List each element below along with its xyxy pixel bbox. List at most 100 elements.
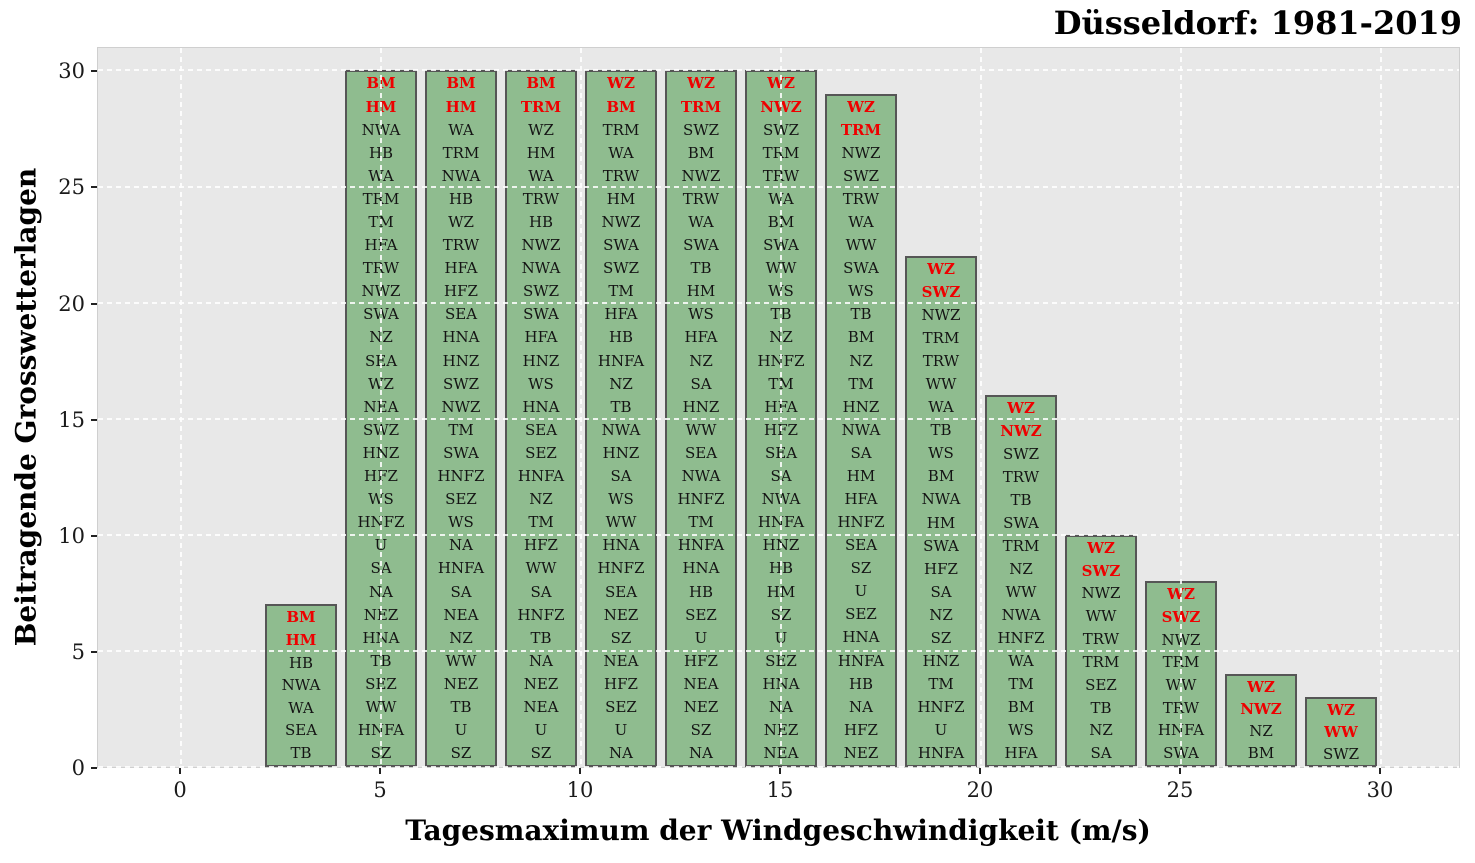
bar-label: SEZ — [605, 697, 637, 716]
bar-label: BM — [687, 143, 715, 162]
bar-label: HM — [526, 143, 556, 162]
bar-label: TRM — [602, 120, 640, 139]
bar-label: BM — [847, 328, 875, 347]
bar-label: WA — [288, 698, 314, 717]
bar-label-highlighted: WZ — [687, 74, 715, 93]
x-tick-mark — [579, 768, 581, 774]
bar-label: HNFA — [437, 559, 485, 578]
bar-label: HFZ — [524, 536, 558, 555]
y-tick-label: 20 — [58, 291, 85, 316]
bar-label: HNFZ — [437, 467, 485, 486]
bar-label: SWA — [523, 305, 559, 324]
gridline-vertical — [780, 48, 782, 767]
bar-label: SWA — [923, 536, 959, 555]
bar-label: HB — [608, 328, 634, 347]
gridline-horizontal — [98, 417, 1459, 420]
bar-label: HNFZ — [677, 490, 725, 509]
y-tick-mark — [91, 418, 97, 421]
bar-label: SEA — [844, 536, 878, 555]
bar-label: TRW — [602, 166, 640, 185]
bar-label: WW — [525, 559, 557, 578]
bar-label: U — [534, 721, 548, 740]
y-tick-label: 0 — [71, 756, 85, 780]
bar-label: NEZ — [443, 674, 479, 693]
bar-label: TM — [848, 374, 874, 393]
gridline-vertical — [1380, 48, 1382, 767]
bar-label: NWZ — [921, 306, 961, 325]
bar-label: WW — [1085, 607, 1117, 626]
bar-label: HFZ — [924, 559, 958, 578]
bar-label: HB — [848, 674, 874, 693]
bar-label: NZ — [529, 490, 553, 509]
bar-label: U — [694, 628, 708, 647]
bar-label-highlighted: WZ — [1087, 538, 1115, 557]
bar-label: TRW — [922, 352, 960, 371]
bar-label: SA — [450, 582, 472, 601]
bar-label: SEA — [444, 305, 478, 324]
x-tick-label: 5 — [373, 778, 387, 802]
bar-label: NWA — [281, 676, 321, 695]
bar-label: NA — [609, 744, 633, 763]
x-tick-label: 15 — [766, 778, 794, 802]
gridline-horizontal — [98, 185, 1459, 188]
bar-label-highlighted: BM — [606, 97, 636, 116]
bar-label: TRW — [442, 236, 480, 255]
bar-label: HFA — [524, 328, 558, 347]
bar-label: SZ — [850, 559, 872, 578]
bar-label: WS — [1008, 721, 1034, 740]
bar-label: SZ — [530, 744, 552, 763]
bar-label: WZ — [448, 213, 474, 231]
bar-label: TM — [1008, 675, 1034, 694]
bar-label: SWZ — [442, 374, 480, 393]
bar-label: TRW — [1002, 468, 1040, 487]
bar-label: TB — [290, 744, 312, 763]
bar-label: SEA — [604, 582, 638, 601]
y-tick-mark — [91, 186, 97, 189]
bar-label: HNZ — [522, 351, 560, 370]
bar: WZ WW SWZ — [1305, 697, 1377, 767]
bar-label-highlighted: TRM — [840, 120, 882, 139]
bar-label-highlighted: WZ — [607, 74, 635, 93]
bar-label: TRW — [842, 189, 880, 208]
gridline-horizontal — [98, 649, 1459, 652]
bar-label: TB — [1090, 698, 1112, 717]
bar-label: HNZ — [682, 397, 720, 416]
bar-label: HNFZ — [517, 605, 565, 624]
bar-label: SWZ — [842, 166, 880, 185]
bar-label: SEZ — [845, 605, 877, 624]
bar-label: HNA — [842, 628, 880, 647]
bar-label-highlighted: WZ — [1247, 677, 1275, 696]
bar-label: NZ — [689, 351, 713, 370]
bar-label: U — [854, 582, 868, 601]
bar-label: BM — [927, 467, 955, 486]
bar-label: WZ — [528, 120, 554, 139]
bar-label: NA — [849, 697, 873, 716]
bar: BM HM HB NWA WA SEA TB — [265, 604, 337, 767]
bar-label: TM — [608, 282, 634, 301]
bar-label: NEZ — [603, 605, 639, 624]
bar-label: SA — [930, 582, 952, 601]
bar-label: TB — [610, 397, 632, 416]
bar-label: HNA — [682, 559, 720, 578]
bar-label: SZ — [450, 744, 472, 763]
bar-label: NEZ — [523, 674, 559, 693]
bar-label: SA — [850, 443, 872, 462]
bar-label: HNA — [602, 536, 640, 555]
gridline-vertical — [980, 48, 982, 767]
bar-label-highlighted: WZ — [1327, 700, 1355, 719]
bar-label: NEA — [523, 697, 559, 716]
bar-label: WA — [848, 213, 874, 232]
bar: WZ NWZ NZ BM — [1225, 674, 1297, 767]
bar-label: WA — [448, 120, 474, 139]
bar-label: HFZ — [444, 282, 478, 301]
bar-label: HNFZ — [597, 559, 645, 578]
gridline-vertical — [380, 48, 382, 767]
bar-label: NWA — [681, 467, 721, 486]
bar-label: SEA — [684, 443, 718, 462]
bar-label-highlighted: HM — [445, 97, 477, 116]
bar-label: HNFA — [917, 743, 965, 762]
bar-label: WA — [688, 213, 714, 231]
y-tick-mark — [91, 767, 97, 769]
bar-label: TRW — [522, 189, 560, 208]
bar-label: WW — [925, 375, 957, 394]
